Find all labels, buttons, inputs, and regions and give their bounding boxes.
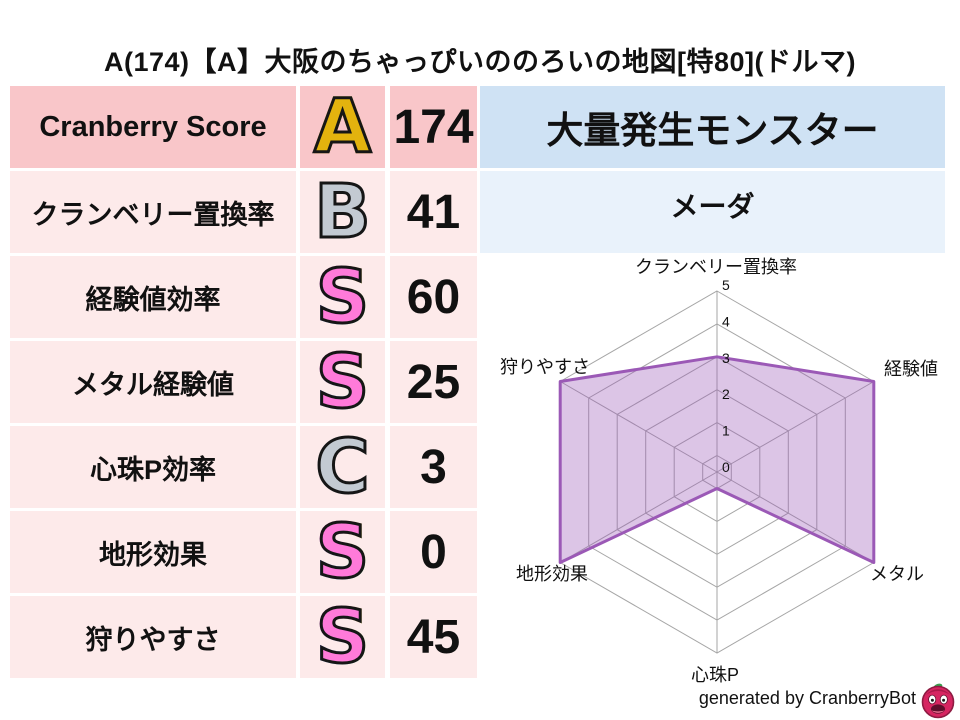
- grade-cell: S: [300, 594, 385, 680]
- stat-label: クランベリー置換率: [10, 171, 296, 253]
- table-row: Cranberry Score A 174: [10, 84, 477, 170]
- stat-label: 狩りやすさ: [10, 596, 296, 678]
- radar-data-polygon: [558, 355, 876, 564]
- radar-axis-spoke: [716, 381, 875, 473]
- rank-letter-badge: A: [312, 84, 372, 170]
- grade-cell: S: [300, 339, 385, 425]
- grade-cell: C: [300, 424, 385, 510]
- rank-letter-badge: S: [314, 339, 370, 425]
- grade-cell: S: [300, 254, 385, 340]
- stat-label: 地形効果: [10, 511, 296, 593]
- table-row: クランベリー置換率 B 41: [10, 169, 477, 255]
- table-row: 心珠P効率 C 3: [10, 424, 477, 510]
- stat-label: メタル経験値: [10, 341, 296, 423]
- rank-letter-badge: C: [314, 424, 371, 510]
- cranberrybot-logo-icon: [921, 683, 955, 719]
- radar-tick-label: 5: [722, 277, 730, 293]
- radar-tick-label: 0: [722, 459, 730, 475]
- table-row: メタル経験値 S 25: [10, 339, 477, 425]
- rank-letter-badge: S: [314, 509, 370, 595]
- footer-credit: generated by CranberryBot: [698, 688, 916, 708]
- radar-axis-label: メタル: [870, 564, 924, 584]
- grade-cell: S: [300, 509, 385, 595]
- stats-table: Cranberry Score A 174 クランベリー置換率 B 41 経験値…: [10, 84, 477, 680]
- stat-value: 174: [390, 86, 477, 168]
- table-row: 経験値効率 S 60: [10, 254, 477, 340]
- radar-tick-label: 2: [722, 386, 730, 402]
- stat-value: 25: [390, 341, 477, 423]
- page-title: A(174)【A】大阪のちゃっぴいののろいの地図[特80](ドルマ): [103, 47, 857, 77]
- grade-cell: A: [300, 84, 385, 170]
- stat-label: 心珠P効率: [10, 426, 296, 508]
- stat-label: 経験値効率: [10, 256, 296, 338]
- rank-letter-badge: S: [314, 254, 370, 340]
- radar-axis-label: クランベリー置換率: [635, 257, 797, 277]
- radar-axis-spoke: [716, 471, 875, 563]
- radar-tick-label: 1: [722, 423, 730, 439]
- rank-letter-badge: S: [314, 594, 370, 680]
- radar-tick-label: 4: [722, 313, 730, 329]
- radar-axis-spoke: [559, 381, 718, 473]
- radar-tick-label: 3: [722, 350, 730, 366]
- monster-panel-header: 大量発生モンスター: [480, 86, 945, 168]
- table-row: 地形効果 S 0: [10, 509, 477, 595]
- rank-letter-badge: B: [313, 169, 372, 255]
- stat-value: 45: [390, 596, 477, 678]
- stat-value: 41: [390, 171, 477, 253]
- grade-cell: B: [300, 169, 385, 255]
- stat-value: 0: [390, 511, 477, 593]
- radar-axis-label: 心珠P: [691, 665, 739, 685]
- radar-axis-spoke: [559, 471, 718, 563]
- radar-axis-label: 経験値: [884, 359, 938, 379]
- radar-axis-label: 地形効果: [516, 564, 588, 584]
- stat-value: 60: [390, 256, 477, 338]
- monster-name: メーダ: [480, 171, 945, 253]
- table-row: 狩りやすさ S 45: [10, 594, 477, 680]
- stat-label: Cranberry Score: [10, 86, 296, 168]
- stat-value: 3: [390, 426, 477, 508]
- radar-axis-label: 狩りやすさ: [500, 357, 590, 377]
